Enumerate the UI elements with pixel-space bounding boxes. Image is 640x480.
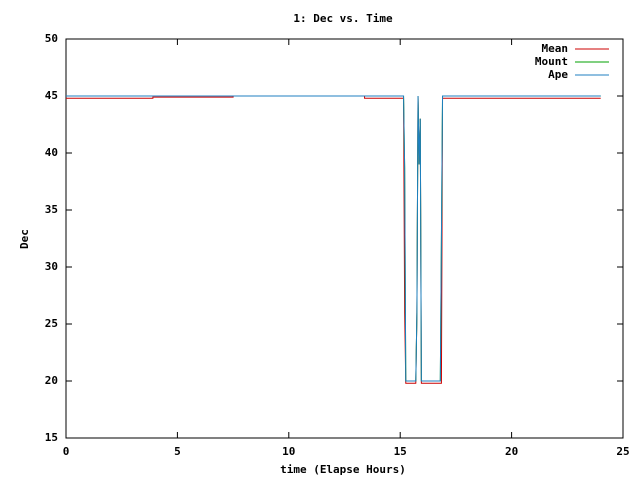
y-tick-label: 45 [45, 89, 58, 102]
y-tick-label: 40 [45, 146, 58, 159]
x-axis-label: time (Elapse Hours) [280, 463, 406, 476]
y-tick-label: 30 [45, 260, 58, 273]
legend-label: Ape [548, 68, 568, 81]
data-line [66, 95, 601, 382]
y-tick-label: 25 [45, 317, 58, 330]
y-tick-label: 35 [45, 203, 58, 216]
x-tick-label: 0 [63, 445, 70, 458]
plot-border [65, 38, 624, 439]
y-tick-label: 15 [45, 431, 58, 444]
data-line [66, 95, 601, 384]
data-line [66, 95, 601, 382]
legend-label: Mount [535, 55, 568, 68]
legend-label: Mean [542, 42, 569, 55]
x-tick-label: 5 [174, 445, 181, 458]
x-tick-label: 25 [616, 445, 629, 458]
x-tick-label: 20 [505, 445, 518, 458]
y-axis-label: Dec [18, 229, 31, 249]
y-tick-label: 20 [45, 374, 58, 387]
x-tick-label: 15 [394, 445, 407, 458]
x-tick-label: 10 [282, 445, 295, 458]
y-tick-label: 50 [45, 32, 58, 45]
chart-title: 1: Dec vs. Time [293, 12, 393, 25]
